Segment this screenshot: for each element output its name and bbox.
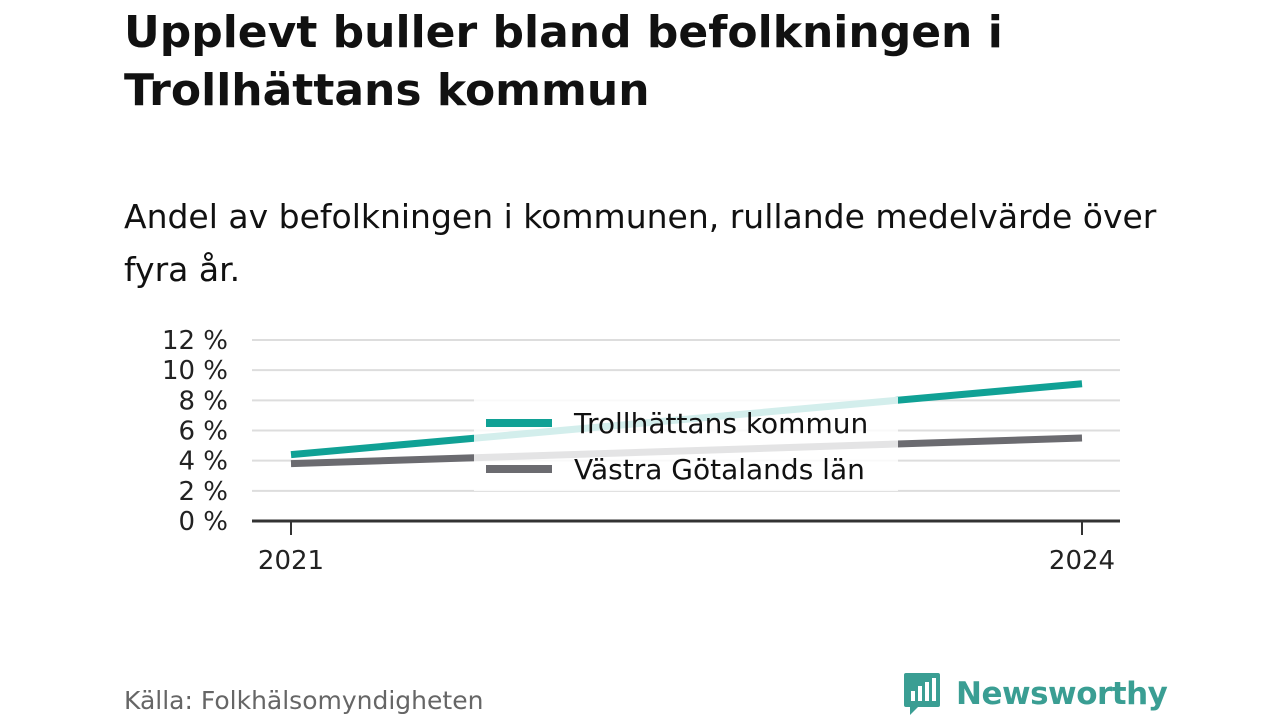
x-tick-label: 2021 <box>258 546 324 576</box>
chart-title: Upplevt buller bland befolkningen i Trol… <box>124 7 1003 116</box>
legend-background <box>474 397 898 491</box>
y-tick-label: 6 % <box>178 417 228 447</box>
y-tick-label: 12 % <box>162 326 228 356</box>
legend-label: Västra Götalands län <box>574 453 865 486</box>
brand-name: Newsworthy <box>956 676 1168 712</box>
line-chart: 0 %2 %4 %6 %8 %10 %12 % 2021 2024 Trollhä… <box>162 326 1120 576</box>
brand-logo: Newsworthy <box>902 670 1168 718</box>
y-tick-label: 8 % <box>178 386 228 416</box>
y-tick-label: 10 % <box>162 356 228 386</box>
x-axis: 2021 2024 <box>252 519 1120 576</box>
y-axis-tick-labels: 0 %2 %4 %6 %8 %10 %12 % <box>162 326 228 537</box>
legend-label: Trollhättans kommun <box>573 407 868 440</box>
newsworthy-logo-icon <box>904 673 940 715</box>
y-tick-label: 0 % <box>178 507 228 537</box>
source-note: Källa: Folkhälsomyndigheten <box>124 686 484 715</box>
x-tick-label: 2024 <box>1049 546 1115 576</box>
y-tick-label: 2 % <box>178 477 228 507</box>
y-tick-label: 4 % <box>178 447 228 477</box>
legend: Trollhättans kommun Västra Götalands län <box>474 397 898 491</box>
chart-subtitle: Andel av befolkningen i kommunen, rullan… <box>124 197 1157 289</box>
